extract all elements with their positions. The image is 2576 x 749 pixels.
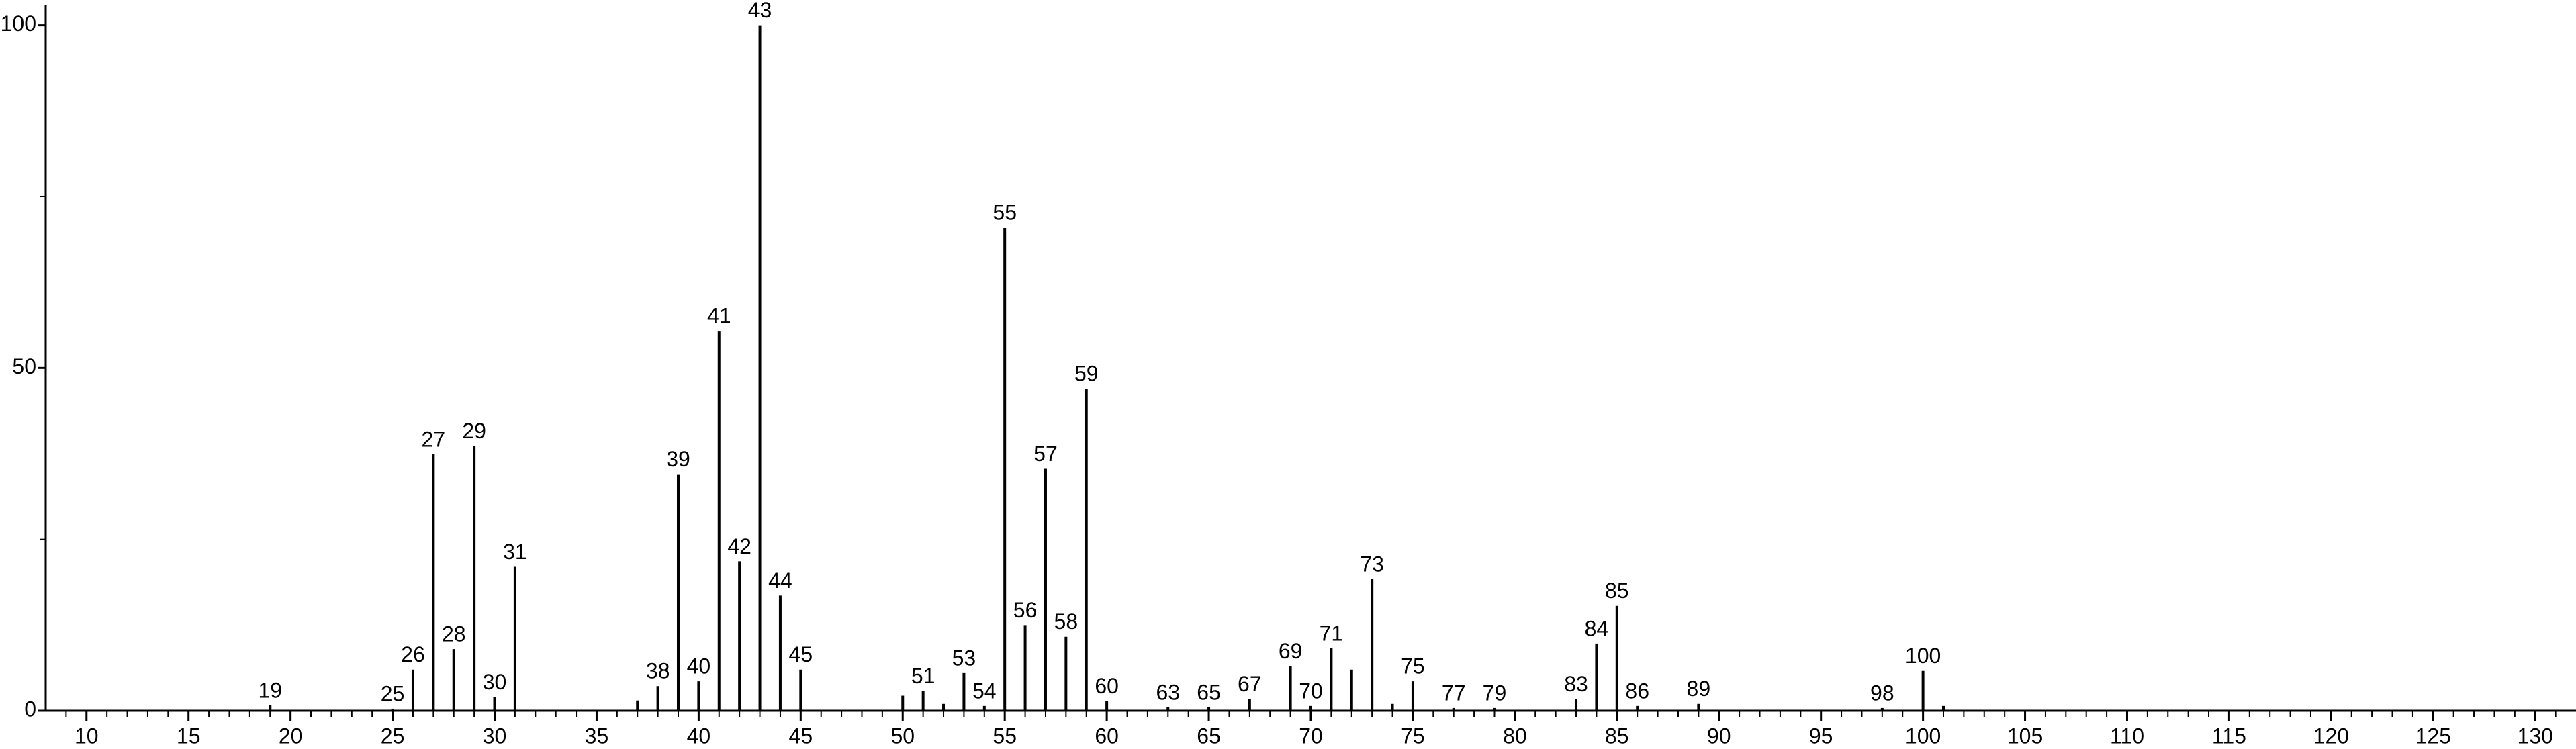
x-tick-label: 25 xyxy=(381,723,405,748)
x-tick-label: 50 xyxy=(890,723,915,748)
peak-label: 29 xyxy=(462,419,486,443)
peak-label: 65 xyxy=(1197,680,1221,704)
peak-label: 53 xyxy=(952,646,976,670)
peak-label: 27 xyxy=(422,427,446,451)
peak-label: 44 xyxy=(768,568,792,593)
x-tick-label: 55 xyxy=(993,723,1017,748)
x-tick-label: 125 xyxy=(2416,723,2451,748)
x-tick-label: 95 xyxy=(1809,723,1833,748)
peak-label: 38 xyxy=(646,659,670,683)
peak-label: 51 xyxy=(911,664,935,688)
peak-label: 59 xyxy=(1074,361,1099,385)
y-tick-label: 50 xyxy=(12,354,36,379)
x-tick-label: 130 xyxy=(2518,723,2553,748)
peak-label: 84 xyxy=(1585,616,1609,640)
peak-label: 71 xyxy=(1320,621,1344,646)
peak-label: 41 xyxy=(707,304,731,328)
peak-label: 19 xyxy=(258,678,282,702)
x-tick-label: 85 xyxy=(1605,723,1629,748)
x-tick-label: 20 xyxy=(279,723,303,748)
peak-label: 60 xyxy=(1095,674,1119,698)
y-tick-label: 0 xyxy=(24,697,36,721)
x-tick-label: 35 xyxy=(585,723,609,748)
peak-label: 85 xyxy=(1605,579,1629,603)
x-tick-label: 15 xyxy=(177,723,201,748)
peak-label: 75 xyxy=(1401,654,1425,679)
peak-label: 79 xyxy=(1483,681,1507,705)
peak-label: 42 xyxy=(727,534,751,558)
peak-label: 86 xyxy=(1625,679,1649,703)
x-tick-label: 110 xyxy=(2110,723,2144,748)
x-tick-label: 120 xyxy=(2313,723,2349,748)
x-tick-label: 100 xyxy=(1905,723,1941,748)
peak-label: 31 xyxy=(503,540,527,564)
peak-label: 25 xyxy=(381,681,405,705)
peak-label: 67 xyxy=(1238,672,1262,696)
peak-label: 43 xyxy=(748,0,772,22)
peak-label: 63 xyxy=(1156,680,1180,704)
peak-label: 58 xyxy=(1054,609,1078,634)
x-tick-label: 70 xyxy=(1299,723,1323,748)
x-tick-label: 40 xyxy=(687,723,711,748)
peak-label: 83 xyxy=(1564,672,1588,696)
peak-label: 40 xyxy=(687,654,711,679)
x-tick-label: 65 xyxy=(1197,723,1221,748)
x-tick-label: 45 xyxy=(789,723,813,748)
peak-label: 26 xyxy=(401,642,425,666)
peak-label: 77 xyxy=(1442,681,1466,705)
x-tick-label: 75 xyxy=(1401,723,1425,748)
peak-label: 57 xyxy=(1033,442,1058,466)
peak-label: 56 xyxy=(1013,598,1038,622)
x-tick-label: 105 xyxy=(2007,723,2043,748)
x-tick-label: 60 xyxy=(1095,723,1119,748)
peak-label: 69 xyxy=(1279,639,1303,663)
peak-label: 55 xyxy=(993,200,1017,224)
x-tick-label: 90 xyxy=(1707,723,1731,748)
peak-label: 28 xyxy=(442,622,466,646)
x-tick-label: 80 xyxy=(1503,723,1527,748)
peak-label: 98 xyxy=(1870,681,1894,705)
x-tick-label: 30 xyxy=(483,723,507,748)
peak-label: 30 xyxy=(483,670,507,694)
peak-label: 45 xyxy=(789,642,813,666)
x-tick-label: 10 xyxy=(75,723,99,748)
peak-label: 73 xyxy=(1360,552,1384,576)
peak-label: 100 xyxy=(1905,644,1941,668)
peak-label: 39 xyxy=(666,447,690,471)
peak-label: 54 xyxy=(972,679,997,703)
y-tick-label: 100 xyxy=(1,11,36,36)
peak-label: 70 xyxy=(1299,679,1323,703)
x-tick-label: 115 xyxy=(2212,723,2246,748)
peak-label: 89 xyxy=(1687,677,1711,701)
